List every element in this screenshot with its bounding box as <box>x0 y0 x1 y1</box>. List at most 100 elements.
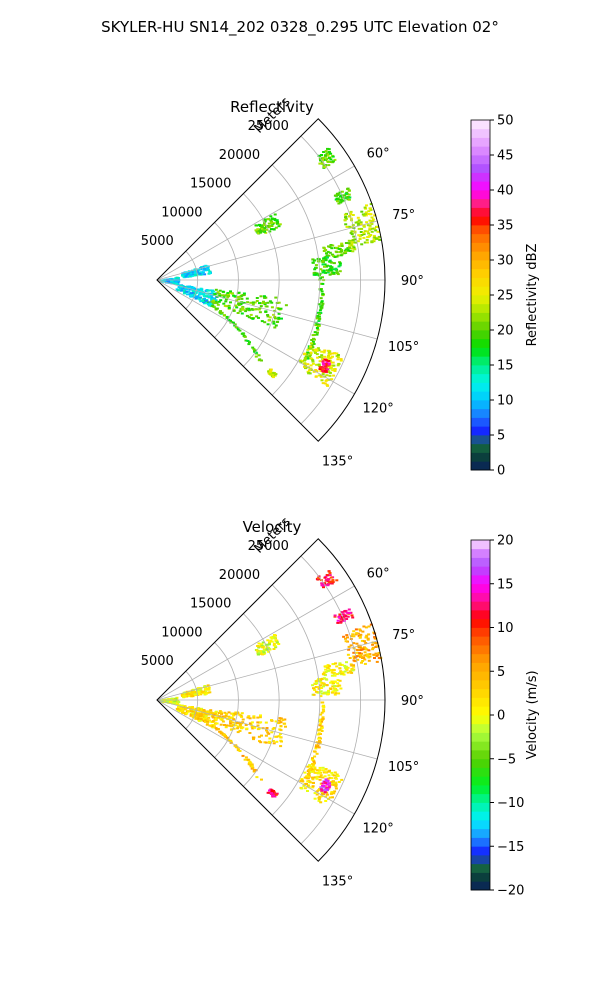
echo-pixel <box>333 685 337 687</box>
radial-tick-label: 10000 <box>161 625 202 640</box>
echo-pixel <box>336 200 339 203</box>
echo-pixel <box>316 323 320 325</box>
echo-pixel <box>316 311 320 314</box>
echo-pixel <box>273 634 276 636</box>
echo-pixel <box>275 740 279 743</box>
echo-pixel <box>225 724 229 727</box>
echo-pixel <box>251 301 255 304</box>
echo-pixel <box>320 260 324 263</box>
echo-pixel <box>323 263 327 266</box>
echo-pixel <box>254 229 258 232</box>
colorbar-band <box>471 356 490 366</box>
echo-pixel <box>253 308 257 311</box>
echo-pixel <box>347 198 351 201</box>
echo-pixel <box>263 321 267 324</box>
colorbar-band <box>471 566 490 576</box>
echo-pixel <box>320 290 324 293</box>
colorbar-tick-label: 50 <box>497 114 514 129</box>
echo-pixel <box>320 369 324 372</box>
echo-pixel <box>334 662 338 665</box>
echo-pixel <box>375 237 378 240</box>
echo-pixel <box>313 755 317 758</box>
echo-pixel <box>335 197 339 200</box>
echo-pixel <box>227 304 231 307</box>
echo-pixel <box>324 258 328 261</box>
echo-pixel <box>332 687 336 690</box>
echo-pixel <box>207 713 211 716</box>
echo-pixel <box>192 690 196 693</box>
echo-pixel <box>271 728 275 731</box>
echo-pixel <box>202 295 206 298</box>
echo-pixel <box>313 259 317 262</box>
echo-pixel <box>240 332 244 335</box>
echo-pixel <box>269 636 273 639</box>
theta-tick-label: 60° <box>367 146 390 161</box>
colorbar-band <box>471 715 490 725</box>
echo-pixel <box>347 246 351 249</box>
echo-pixel <box>273 795 277 798</box>
echo-pixel <box>322 351 326 354</box>
echo-pixel <box>264 734 268 737</box>
echo-pixel <box>243 335 247 338</box>
colorbar-band <box>471 881 490 891</box>
echo-pixel <box>177 701 181 704</box>
echo-pixel <box>267 319 271 322</box>
echo-pixel <box>334 692 338 695</box>
echo-pixel <box>319 722 323 725</box>
echo-pixel <box>177 706 180 708</box>
echo-pixel <box>249 313 253 316</box>
echo-pixel <box>312 776 316 779</box>
echo-pixel <box>362 656 366 659</box>
echo-pixel <box>176 709 180 712</box>
colorbar-band <box>471 645 490 655</box>
colorbar-band <box>471 312 490 322</box>
sector-outline <box>156 538 386 862</box>
echo-pixel <box>195 296 199 298</box>
echo-pixel <box>214 710 218 713</box>
echo-pixel <box>351 250 355 253</box>
echo-pixel <box>351 214 355 216</box>
colorbar-tick-label: −20 <box>497 884 524 899</box>
echo-pixel <box>219 723 223 726</box>
echo-pixel <box>260 359 263 362</box>
echo-pixel <box>203 719 207 722</box>
echo-pixel <box>324 364 327 367</box>
echo-pixel <box>258 311 262 314</box>
echo-pixel <box>333 689 337 691</box>
echo-pixel <box>317 732 321 735</box>
echo-pixel <box>372 240 376 243</box>
echo-pixel <box>214 299 218 302</box>
echo-pixel <box>267 370 271 373</box>
echo-pixel <box>203 267 207 270</box>
echo-pixel <box>358 653 362 656</box>
colorbar-band <box>471 592 490 602</box>
echo-pixel <box>308 767 312 770</box>
colorbar-band <box>471 216 490 226</box>
colorbar: −20 −15 −10 −5 0 5 10 15 20 Velocity (m/s) <box>470 534 540 899</box>
echo-pixel <box>218 730 222 733</box>
echo-pixel <box>320 350 324 353</box>
echo-pixel <box>328 350 332 353</box>
echo-pixel <box>324 150 328 153</box>
echo-pixel <box>326 147 329 150</box>
echo-pixel <box>259 721 263 724</box>
echo-pixel <box>250 308 254 310</box>
echo-pixel <box>331 352 334 355</box>
echo-pixel <box>309 351 313 354</box>
echo-pixel <box>235 722 239 724</box>
echo-pixel <box>232 714 236 717</box>
echo-pixel <box>333 368 337 371</box>
echo-pixel <box>336 364 340 367</box>
echo-pixel <box>273 326 277 329</box>
echo-pixel <box>222 733 226 736</box>
echo-pixel <box>352 651 356 654</box>
radial-tick-label: 25000 <box>248 119 289 134</box>
echo-pixel <box>315 744 318 747</box>
echo-pixel <box>326 384 330 387</box>
echo-pixel <box>276 320 280 323</box>
echo-pixel <box>328 260 332 263</box>
echo-pixel <box>170 698 173 701</box>
echo-pixel <box>313 331 317 334</box>
echo-pixel <box>205 687 209 690</box>
echo-pixel <box>208 301 212 304</box>
